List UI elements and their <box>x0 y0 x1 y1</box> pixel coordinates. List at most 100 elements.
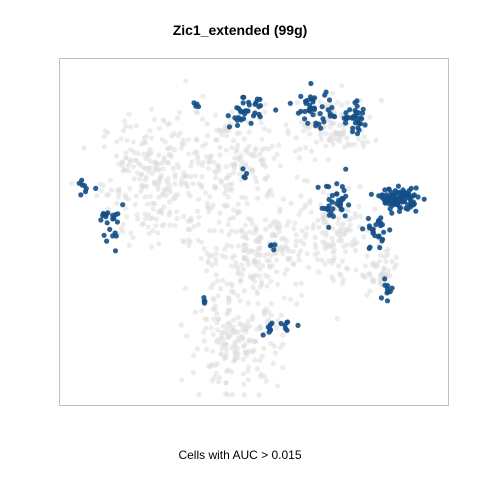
background-cell-point <box>246 338 252 344</box>
background-cell-point <box>293 243 299 249</box>
background-cell-point <box>235 315 241 321</box>
highlighted-cell-point <box>421 196 427 202</box>
background-cell-point <box>184 333 190 339</box>
background-cell-point <box>196 214 202 220</box>
highlighted-cell-point <box>327 110 333 117</box>
background-cell-point <box>231 207 237 213</box>
background-cell-point <box>207 194 213 200</box>
highlighted-cell-point <box>319 104 325 110</box>
background-cell-point <box>362 263 368 269</box>
highlighted-cell-point <box>241 109 247 115</box>
background-cell-point <box>138 171 144 177</box>
background-cell-point <box>180 238 186 244</box>
highlighted-cell-point <box>201 295 207 301</box>
background-cell-point <box>124 137 130 143</box>
background-cell-point <box>161 155 167 161</box>
highlighted-cell-point <box>120 202 126 208</box>
background-cell-point <box>244 256 250 262</box>
background-cell-point <box>237 298 243 304</box>
background-cell-point <box>304 251 310 257</box>
background-cell-point <box>186 151 192 157</box>
background-cell-point <box>131 176 137 182</box>
background-cell-point <box>262 101 268 107</box>
highlighted-cell-point <box>252 110 258 116</box>
background-cell-point <box>352 241 358 248</box>
background-cell-point <box>284 222 290 228</box>
background-cell-point <box>367 271 373 277</box>
highlighted-cell-point <box>355 125 361 131</box>
background-cell-point <box>206 209 212 215</box>
background-cell-point <box>308 209 314 215</box>
background-cell-point <box>378 97 385 103</box>
highlighted-cell-point <box>114 219 120 225</box>
background-cell-point <box>172 223 178 229</box>
background-cell-point <box>134 123 140 129</box>
background-cell-point <box>257 245 263 251</box>
background-cell-point <box>393 254 399 260</box>
background-cell-point <box>175 192 181 198</box>
background-cell-point <box>281 295 287 301</box>
background-cell-point <box>158 172 164 178</box>
background-cell-point <box>224 133 230 139</box>
plot-frame <box>59 58 449 406</box>
highlighted-cell-point <box>362 122 368 128</box>
background-cell-point <box>253 179 259 185</box>
background-cell-point <box>284 267 290 273</box>
background-cell-point <box>211 228 217 234</box>
background-cell-point <box>214 137 220 143</box>
highlighted-cell-point <box>101 232 107 238</box>
background-cell-point <box>235 243 241 249</box>
highlighted-cell-point <box>225 113 231 119</box>
background-cell-point <box>378 252 384 258</box>
highlighted-cell-point <box>349 115 355 121</box>
highlighted-cell-point <box>405 191 411 197</box>
background-cell-point <box>315 217 321 223</box>
background-cell-point <box>223 380 229 386</box>
background-cell-point <box>268 187 274 193</box>
background-cell-point <box>119 163 125 169</box>
highlighted-cell-point <box>366 245 372 251</box>
highlighted-cell-point <box>244 170 250 177</box>
background-cell-point <box>323 143 329 149</box>
background-cell-point <box>160 117 166 123</box>
background-cell-point <box>314 257 320 263</box>
background-cell-point <box>223 164 229 170</box>
highlighted-cell-point <box>325 207 331 213</box>
highlighted-cell-point <box>347 107 353 113</box>
background-cell-point <box>207 154 213 160</box>
highlighted-cell-point <box>408 185 414 191</box>
background-cell-point <box>195 237 201 243</box>
background-cell-point <box>156 177 162 183</box>
background-cell-point <box>245 368 251 374</box>
background-cell-point <box>220 277 226 283</box>
background-cell-point <box>238 153 244 159</box>
background-cell-point <box>179 377 185 383</box>
background-cell-point <box>151 201 157 207</box>
background-cell-point <box>241 288 247 294</box>
background-cell-point <box>213 245 219 252</box>
background-cell-point <box>142 211 148 217</box>
background-cell-point <box>361 134 367 140</box>
highlighted-cell-point <box>267 322 273 328</box>
highlighted-cell-point <box>413 185 419 191</box>
background-cell-point <box>274 151 280 157</box>
background-cell-point <box>367 288 373 294</box>
background-cell-point <box>322 131 329 137</box>
background-cell-point <box>232 356 238 362</box>
background-cell-point <box>174 115 180 121</box>
background-cell-point <box>203 325 209 331</box>
background-cell-point <box>194 110 201 116</box>
background-cell-point <box>226 216 233 222</box>
highlighted-cell-point <box>260 332 266 338</box>
background-cell-point <box>222 128 228 134</box>
background-cell-point <box>206 158 212 164</box>
background-cell-point <box>159 223 165 229</box>
background-cell-point <box>252 357 258 363</box>
highlighted-cell-point <box>370 226 376 232</box>
background-cell-point <box>223 175 229 182</box>
highlighted-cell-point <box>342 213 348 219</box>
background-cell-point <box>231 317 237 323</box>
highlighted-cell-point <box>248 120 254 126</box>
background-cell-point <box>238 228 244 234</box>
